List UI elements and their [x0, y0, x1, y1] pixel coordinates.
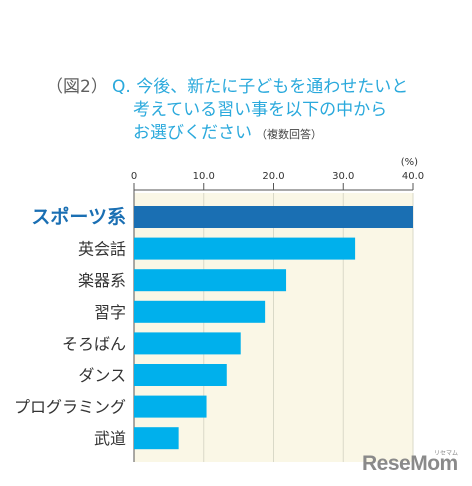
bar [134, 364, 227, 386]
multiple-answer-note: （複数回答） [256, 128, 322, 141]
category-label: プログラミング [14, 398, 126, 417]
x-tick-label: 30.0 [332, 171, 354, 182]
question-line-1: Q. 今後、新たに子どもを通わせたいと [112, 77, 409, 97]
bar [134, 332, 241, 355]
x-tick-label: 40.0 [402, 171, 424, 182]
bar [134, 427, 179, 450]
unit-label: (%) [401, 157, 418, 168]
category-label: 武道 [94, 429, 126, 448]
category-label: 英会話 [78, 240, 126, 259]
category-label: ダンス [78, 366, 126, 385]
category-label: スポーツ系 [31, 205, 126, 228]
bar [134, 206, 413, 228]
bar [134, 269, 287, 292]
resemom-logo: ReseMom [362, 452, 458, 475]
category-label: 楽器系 [78, 271, 126, 290]
x-tick-label: 10.0 [193, 171, 215, 182]
question-line-3-text: お選びください [133, 123, 252, 143]
bar [134, 237, 356, 260]
bar [134, 395, 207, 418]
category-label: そろばん [62, 334, 126, 353]
category-label: 習字 [94, 303, 126, 322]
question-line-2: 考えている習い事を以下の中から [133, 100, 388, 120]
resemom-logo-sub: リセマム [434, 450, 459, 457]
figure-label: （図2） [46, 77, 108, 97]
bar [134, 300, 266, 323]
question-line-3: お選びください （複数回答） [133, 122, 322, 146]
x-tick-label: 0 [131, 171, 137, 182]
x-tick-label: 20.0 [262, 171, 284, 182]
